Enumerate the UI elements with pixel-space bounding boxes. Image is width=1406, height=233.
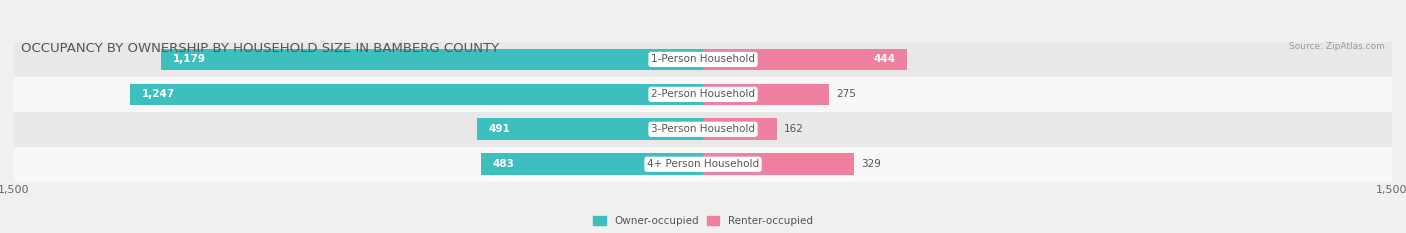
Text: Source: ZipAtlas.com: Source: ZipAtlas.com (1289, 42, 1385, 51)
Bar (14, 77, 1392, 112)
Bar (703, 154, 853, 175)
Bar (14, 112, 1392, 147)
Text: 444: 444 (873, 55, 896, 64)
Legend: Owner-occupied, Renter-occupied: Owner-occupied, Renter-occupied (589, 212, 817, 230)
Bar (481, 154, 703, 175)
Text: 1,179: 1,179 (173, 55, 205, 64)
Text: 483: 483 (492, 159, 515, 169)
Text: 3-Person Household: 3-Person Household (651, 124, 755, 134)
Text: 275: 275 (837, 89, 856, 99)
Text: 329: 329 (860, 159, 882, 169)
Text: 1-Person Household: 1-Person Household (651, 55, 755, 64)
Text: OCCUPANCY BY OWNERSHIP BY HOUSEHOLD SIZE IN BAMBERG COUNTY: OCCUPANCY BY OWNERSHIP BY HOUSEHOLD SIZE… (21, 42, 499, 55)
Bar (162, 49, 703, 70)
Bar (14, 42, 1392, 77)
Text: 1,247: 1,247 (142, 89, 174, 99)
Text: 4+ Person Household: 4+ Person Household (647, 159, 759, 169)
Text: 2-Person Household: 2-Person Household (651, 89, 755, 99)
Bar (478, 118, 703, 140)
Bar (703, 49, 907, 70)
Bar (703, 118, 778, 140)
Bar (14, 147, 1392, 182)
Bar (703, 84, 830, 105)
Text: 162: 162 (785, 124, 804, 134)
Bar (131, 84, 703, 105)
Text: 491: 491 (489, 124, 510, 134)
